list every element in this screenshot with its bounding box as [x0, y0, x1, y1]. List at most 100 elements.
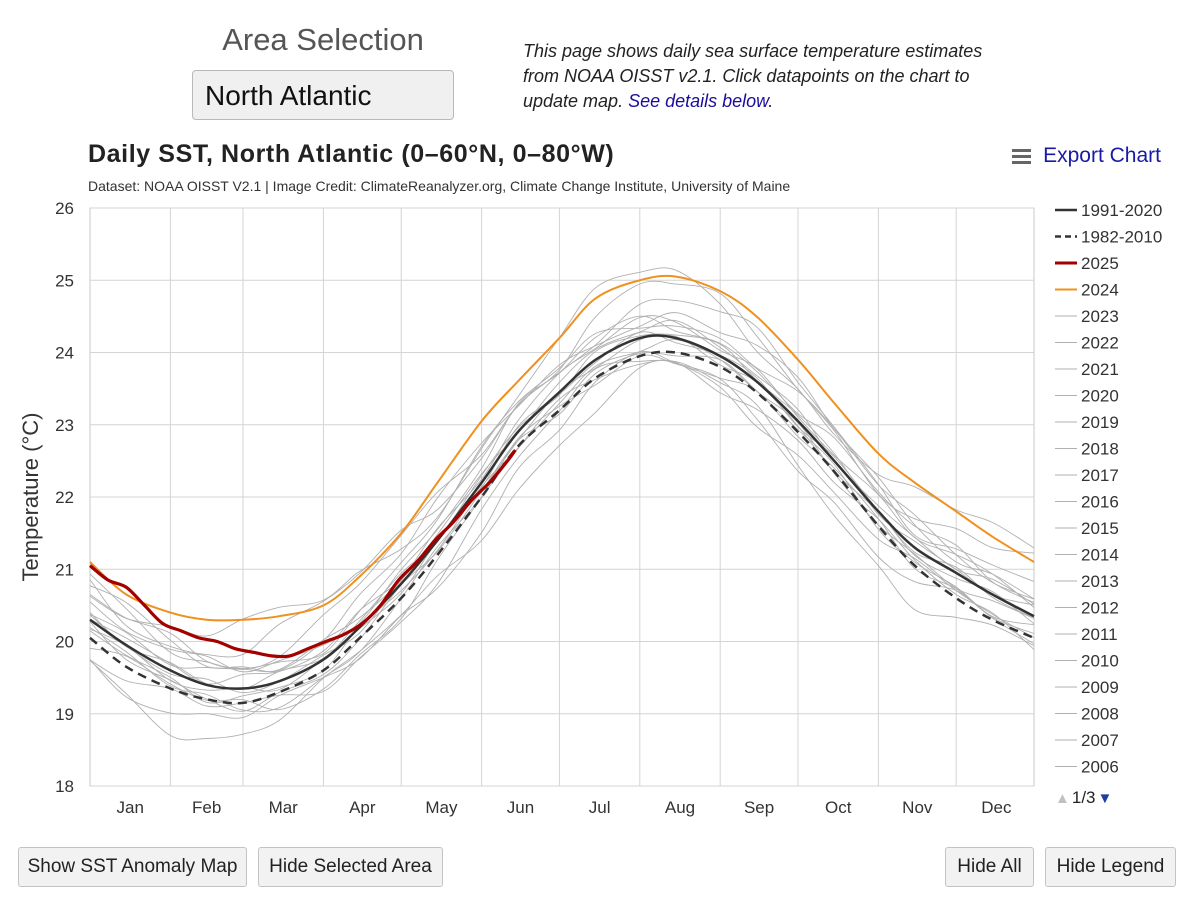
chart-legend: 1991-2020 1982-2010 2025 2024 2023 2022 2021 20…	[1055, 201, 1162, 777]
other-year-line[interactable]	[89, 359, 1035, 741]
legend-label: 2023	[1081, 307, 1119, 326]
chart-axes: 18 19 20 21 22 23 24 25 26 Jan Feb Mar Apr May Jun Jul A…	[18, 199, 1012, 817]
legend-label: 2024	[1081, 281, 1119, 300]
legend-item-2025[interactable]: 2025	[1055, 254, 1119, 273]
legend-label: 2021	[1081, 360, 1119, 379]
triangle-down-icon[interactable]: ▼	[1097, 789, 1113, 807]
y-axis-label: Temperature (°C)	[18, 413, 43, 582]
export-chart-button[interactable]: Export Chart	[1012, 144, 1161, 168]
legend-item-2012[interactable]: 2012	[1055, 599, 1119, 618]
hamburger-menu-icon	[1012, 148, 1032, 164]
legend-label: 1982-2010	[1081, 228, 1162, 247]
highlighted-series	[88, 274, 1035, 705]
legend-item-2008[interactable]: 2008	[1055, 705, 1119, 724]
hide-selected-area-button[interactable]: Hide Selected Area	[258, 847, 443, 887]
page-description: This page shows daily sea surface temper…	[523, 39, 1013, 114]
series-line-2024[interactable]	[89, 274, 1035, 622]
legend-item-2021[interactable]: 2021	[1055, 360, 1119, 379]
other-year-line[interactable]	[89, 339, 1035, 704]
y-tick-label: 18	[55, 777, 74, 796]
other-years-lines	[89, 267, 1035, 741]
other-year-line[interactable]	[89, 315, 1035, 673]
y-tick-label: 23	[55, 416, 74, 435]
legend-item-2010[interactable]: 2010	[1055, 652, 1119, 671]
other-year-line[interactable]	[89, 352, 1035, 712]
legend-label: 2016	[1081, 493, 1119, 512]
area-selection-title: Area Selection	[222, 22, 424, 57]
legend-label: 2007	[1081, 731, 1119, 750]
legend-item-2011[interactable]: 2011	[1055, 625, 1118, 644]
legend-item-2009[interactable]: 2009	[1055, 678, 1119, 697]
legend-item-2007[interactable]: 2007	[1055, 731, 1119, 750]
hide-legend-button[interactable]: Hide Legend	[1045, 847, 1176, 887]
hide-all-button[interactable]: Hide All	[945, 847, 1034, 887]
legend-label: 2012	[1081, 599, 1119, 618]
y-tick-label: 22	[55, 488, 74, 507]
series-line-1982-2010[interactable]	[89, 350, 1035, 705]
x-tick-label: Jan	[116, 798, 143, 817]
series-line-2025[interactable]	[88, 449, 517, 659]
other-year-line[interactable]	[89, 354, 1035, 713]
other-year-line[interactable]	[89, 280, 1035, 658]
other-year-line[interactable]	[89, 333, 1035, 692]
y-tick-label: 24	[55, 344, 74, 363]
x-tick-label: Aug	[665, 798, 695, 817]
y-tick-label: 21	[55, 560, 74, 579]
legend-label: 2017	[1081, 466, 1119, 485]
legend-label: 2025	[1081, 254, 1119, 273]
legend-item-1982-2010[interactable]: 1982-2010	[1055, 228, 1162, 247]
other-year-line[interactable]	[89, 267, 1035, 637]
show-anomaly-map-button[interactable]: Show SST Anomaly Map	[18, 847, 247, 887]
legend-item-2023[interactable]: 2023	[1055, 307, 1119, 326]
x-tick-label: Nov	[902, 798, 933, 817]
legend-item-2017[interactable]: 2017	[1055, 466, 1119, 485]
x-tick-label: Jun	[507, 798, 534, 817]
other-year-line[interactable]	[89, 351, 1035, 719]
legend-label: 2009	[1081, 678, 1119, 697]
legend-item-2019[interactable]: 2019	[1055, 413, 1119, 432]
description-text: This page shows daily sea surface temper…	[523, 41, 983, 111]
legend-label: 1991-2020	[1081, 201, 1162, 220]
legend-item-2020[interactable]: 2020	[1055, 387, 1119, 406]
x-tick-label: May	[425, 798, 458, 817]
legend-item-2022[interactable]: 2022	[1055, 334, 1119, 353]
legend-pager: ▲ 1/3 ▼	[1055, 788, 1112, 808]
triangle-up-icon[interactable]: ▲	[1055, 789, 1070, 807]
x-tick-label: Feb	[192, 798, 221, 817]
legend-label: 2010	[1081, 652, 1119, 671]
legend-item-2014[interactable]: 2014	[1055, 546, 1119, 565]
series-line-1991-2020[interactable]	[89, 334, 1035, 690]
other-year-line[interactable]	[89, 312, 1035, 673]
other-year-line[interactable]	[89, 319, 1035, 685]
legend-item-2018[interactable]: 2018	[1055, 440, 1119, 459]
x-tick-label: Sep	[744, 798, 774, 817]
chart-subtitle: Dataset: NOAA OISST V2.1 | Image Credit:…	[88, 178, 791, 194]
legend-label: 2020	[1081, 387, 1119, 406]
x-tick-label: Apr	[349, 798, 376, 817]
legend-label: 2008	[1081, 705, 1119, 724]
x-tick-label: Oct	[825, 798, 852, 817]
legend-label: 2015	[1081, 519, 1119, 538]
y-tick-label: 19	[55, 705, 74, 724]
x-tick-label: Jul	[589, 798, 611, 817]
area-select-dropdown[interactable]: North Atlantic	[192, 70, 454, 120]
y-tick-label: 26	[55, 199, 74, 218]
legend-label: 2022	[1081, 334, 1119, 353]
other-year-line[interactable]	[89, 359, 1035, 711]
legend-item-2006[interactable]: 2006	[1055, 758, 1119, 777]
legend-item-1991-2020[interactable]: 1991-2020	[1055, 201, 1162, 220]
other-year-line[interactable]	[89, 298, 1035, 670]
legend-label: 2006	[1081, 758, 1119, 777]
x-tick-label: Mar	[269, 798, 299, 817]
legend-item-2015[interactable]: 2015	[1055, 519, 1119, 538]
legend-item-2016[interactable]: 2016	[1055, 493, 1119, 512]
legend-label: 2014	[1081, 546, 1119, 565]
legend-item-2024[interactable]: 2024	[1055, 281, 1119, 300]
legend-page-text: 1/3	[1071, 788, 1096, 807]
other-year-line[interactable]	[89, 315, 1035, 673]
legend-label: 2011	[1081, 625, 1118, 644]
y-tick-label: 20	[55, 633, 74, 652]
legend-item-2013[interactable]: 2013	[1055, 572, 1119, 591]
details-link[interactable]: See details below	[628, 91, 769, 111]
